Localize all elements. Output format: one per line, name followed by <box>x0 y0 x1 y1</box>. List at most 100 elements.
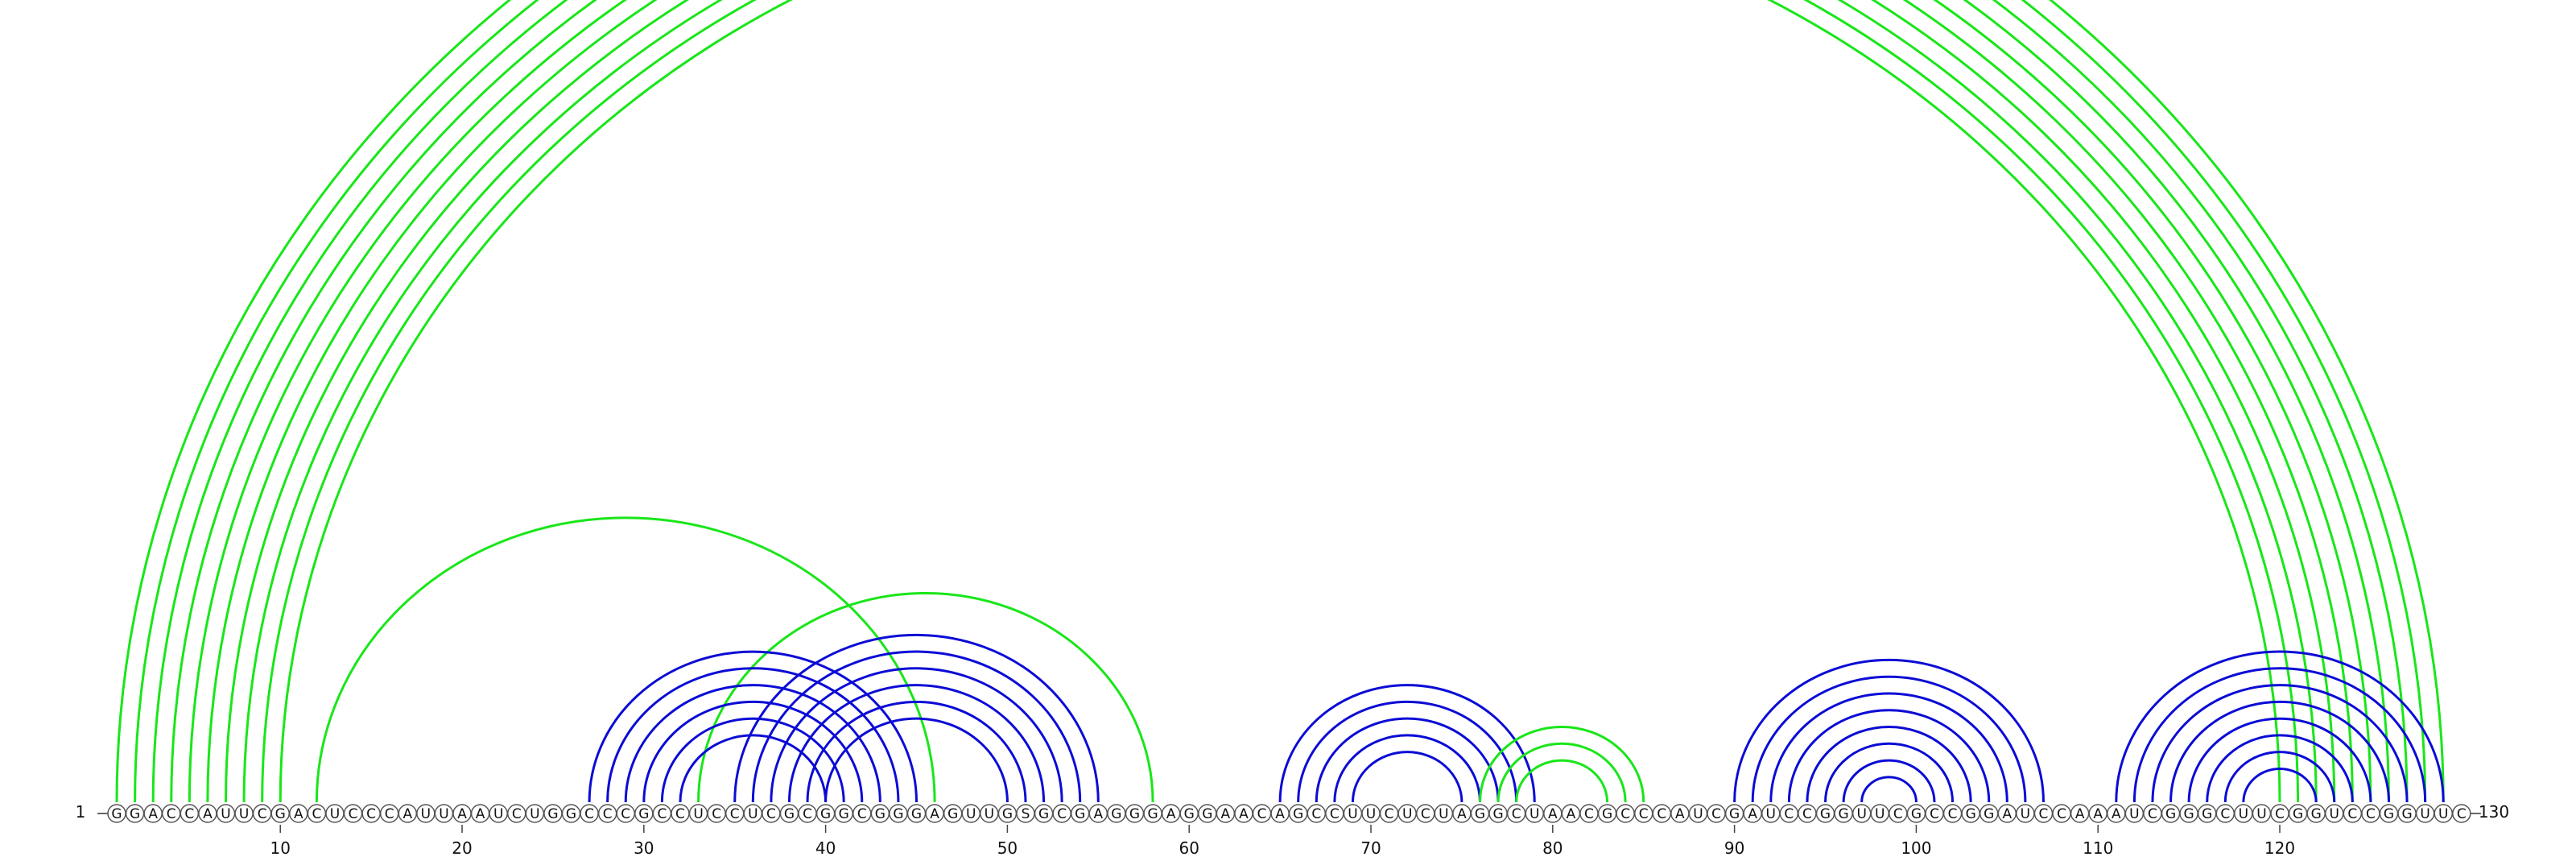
nucleotide-label: U <box>221 806 230 822</box>
nucleotide-label: U <box>439 806 448 822</box>
nucleotide-label: C <box>1057 806 1067 822</box>
nucleotide-label: C <box>1584 806 1594 822</box>
base-pair-arc-97-100 <box>1860 776 1918 803</box>
nucleotide-label: G <box>893 806 903 822</box>
nucleotide-label: A <box>2002 806 2012 822</box>
nucleotide-label: C <box>621 806 630 822</box>
base-pair-arc-35-55 <box>733 633 1100 803</box>
nucleotide-label: G <box>547 806 558 822</box>
nucleotide-label: U <box>2129 806 2139 822</box>
nucleotide-label: G <box>1038 806 1049 822</box>
base-pair-arc-32-40 <box>679 734 828 803</box>
nucleotide-label: C <box>2039 806 2049 822</box>
base-pair-arc-3-127 <box>151 0 2409 803</box>
nucleotide-label: G <box>1111 806 1121 822</box>
base-pair-arc-92-105 <box>1769 692 2008 803</box>
nucleotide-label: U <box>421 806 431 822</box>
nucleotide-label: C <box>512 806 522 822</box>
base-pair-arc-117-123 <box>2223 751 2336 803</box>
nucleotide-label: U <box>2239 806 2248 822</box>
nucleotide-label: A <box>2075 806 2085 822</box>
nucleotide-label: C <box>730 806 740 822</box>
base-pair-arc-78-83 <box>1515 759 1609 803</box>
base-pair-arc-67-77 <box>1315 717 1500 803</box>
nucleotide-label: G <box>566 806 576 822</box>
nucleotide-label: U <box>985 806 994 822</box>
nucleotide-label: C <box>1257 806 1267 822</box>
nucleotide-label: G <box>839 806 849 822</box>
nucleotide-label: A <box>1166 806 1176 822</box>
base-pair-arc-2-128 <box>134 0 2427 803</box>
base-pair-arc-65-79 <box>1278 684 1536 803</box>
nucleotide-label: C <box>1330 806 1340 822</box>
base-pair-arc-95-102 <box>1824 742 1955 803</box>
nucleotide-label: G <box>1984 806 1994 822</box>
tick-label: 30 <box>634 838 654 857</box>
nucleotide-label: G <box>2202 806 2212 822</box>
base-pair-arc-94-103 <box>1806 726 1972 803</box>
nucleotide-label: G <box>2384 806 2394 822</box>
nucleotide-label: C <box>1930 806 1939 822</box>
nucleotide-label: G <box>2311 806 2322 822</box>
nucleotide-label: A <box>1221 806 1231 822</box>
nucleotide-label: G <box>1820 806 1831 822</box>
nucleotide-label: A <box>1567 806 1576 822</box>
nucleotide-label: A <box>930 806 939 822</box>
nucleotide-label: G <box>111 806 122 822</box>
tick-label: 10 <box>270 838 290 857</box>
nucleotide-label: C <box>2275 806 2285 822</box>
base-pair-arc-115-125 <box>2187 717 2372 803</box>
nucleotide-label: C <box>167 806 176 822</box>
base-pair-arc-112-128 <box>2132 667 2427 803</box>
tick-label: 110 <box>2083 838 2113 857</box>
nucleotide-label: C <box>1711 806 1721 822</box>
nucleotide-label: C <box>1311 806 1321 822</box>
nucleotide-label: G <box>875 806 886 822</box>
tick-label: 40 <box>815 838 836 857</box>
nucleotide-label: A <box>1748 806 1757 822</box>
nucleotide-label: A <box>1675 806 1685 822</box>
base-pair-arc-5-125 <box>188 0 2372 803</box>
nucleotide-label: G <box>1475 806 1485 822</box>
nucleotide-label: C <box>349 806 358 822</box>
base-pair-arc-68-76 <box>1333 734 1481 803</box>
base-pair-arc-118-122 <box>2242 767 2318 803</box>
nucleotide-label: G <box>1602 806 1612 822</box>
nucleotide-label: U <box>2420 806 2429 822</box>
nucleotide-label: A <box>1275 806 1285 822</box>
nucleotide-label: G <box>1129 806 1140 822</box>
base-pair-arc-91-106 <box>1751 675 2027 803</box>
nucleotide-label: C <box>312 806 321 822</box>
nucleotide-label: U <box>1439 806 1448 822</box>
nucleotide-label: A <box>148 806 158 822</box>
nucleotide-label: G <box>2184 806 2194 822</box>
base-pair-arc-33-58 <box>697 591 1154 803</box>
nucleotide-label: U <box>2021 806 2030 822</box>
nucleotide-label: U <box>1693 806 1703 822</box>
nucleotide-label: G <box>1492 806 1503 822</box>
base-pair-arc-30-42 <box>642 700 864 803</box>
base-pair-arc-6-124 <box>206 0 2354 803</box>
nucleotide-label: U <box>530 806 539 822</box>
nucleotide-label: G <box>1075 806 1085 822</box>
nucleotide-label: C <box>2220 806 2230 822</box>
nucleotide-label: C <box>2347 806 2357 822</box>
base-pair-arc-31-41 <box>660 717 845 803</box>
nucleotide-label: C <box>1620 806 1630 822</box>
nucleotide-label: C <box>385 806 394 822</box>
nucleotide-label: G <box>638 806 649 822</box>
nucleotide-label: U <box>2330 806 2339 822</box>
nucleotide-label: C <box>584 806 594 822</box>
base-pair-arc-8-122 <box>242 0 2318 803</box>
nucleotide-label: G <box>947 806 958 822</box>
base-pair-arc-66-78 <box>1297 700 1518 803</box>
nucleotide-label: U <box>239 806 249 822</box>
nucleotide-label: A <box>1093 806 1103 822</box>
nucleotide-label: U <box>966 806 976 822</box>
base-pair-arc-7-123 <box>224 0 2336 803</box>
nucleotide-label: U <box>2438 806 2448 822</box>
nucleotide-label: C <box>857 806 867 822</box>
nucleotide-label: C <box>258 806 267 822</box>
nucleotide-label: G <box>1911 806 1922 822</box>
